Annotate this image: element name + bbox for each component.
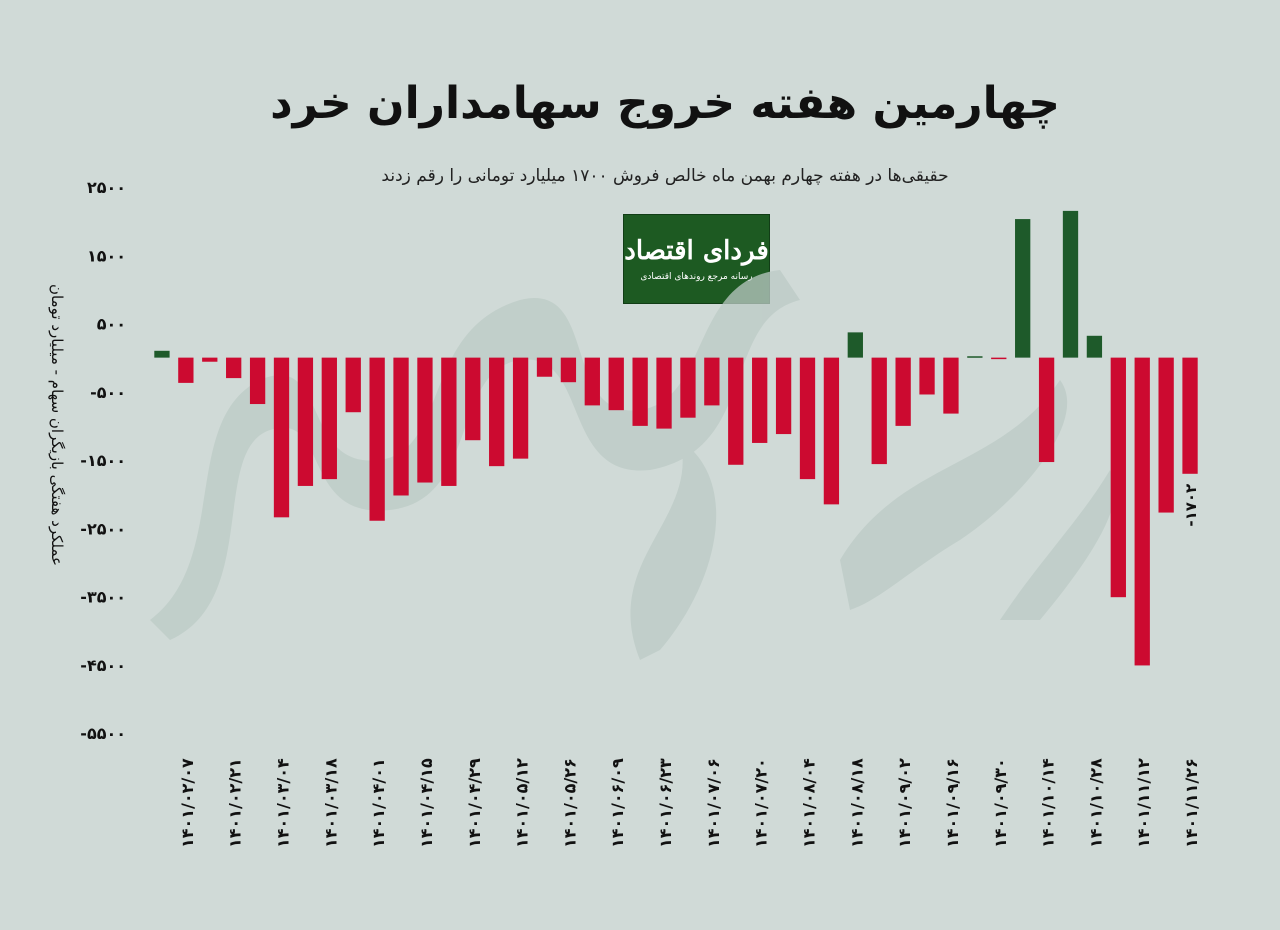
y-tick-label: -۱۵۰۰ — [80, 451, 126, 470]
bar-16 — [536, 357, 553, 377]
x-tick-label: ۱۴۰۱/۱۰/۱۴ — [1039, 758, 1058, 848]
x-tick-label: ۱۴۰۱/۰۶/۲۳ — [656, 758, 675, 848]
bar-35 — [991, 357, 1007, 360]
bar-20 — [632, 357, 648, 426]
bar-30 — [871, 357, 887, 465]
chart-title: چهارمین هفته خروج سهامداران خرد — [270, 78, 1060, 129]
bar-43 — [1182, 357, 1198, 474]
bar-12 — [441, 357, 457, 486]
x-tick-label: ۱۴۰۱/۰۵/۱۲ — [513, 758, 532, 848]
bar-4 — [249, 357, 266, 405]
bar-13 — [465, 357, 481, 441]
x-tick-label: ۱۴۰۱/۰۴/۰۱ — [369, 758, 388, 848]
x-tick-label: ۱۴۰۱/۰۹/۳۰ — [991, 758, 1010, 848]
x-tick-label: ۱۴۰۱/۱۱/۱۲ — [1134, 758, 1153, 848]
x-tick-label: ۱۴۰۱/۱۰/۲۸ — [1086, 758, 1105, 848]
x-tick-label: ۱۴۰۱/۰۳/۱۸ — [321, 758, 340, 848]
x-tick-label: ۱۴۰۱/۰۶/۰۹ — [608, 758, 627, 848]
bar-19 — [608, 357, 624, 411]
watermark-logo — [150, 270, 1116, 660]
brand-logo: فردای اقتصاد رسانه مرجع روندهای اقتصادی — [623, 214, 770, 304]
bar-11 — [417, 357, 433, 483]
x-tick-label: ۱۴۰۱/۰۸/۱۸ — [847, 758, 866, 848]
bar-18 — [584, 357, 600, 406]
x-tick-label: ۱۴۰۱/۰۲/۰۷ — [178, 758, 197, 848]
bar-37 — [1038, 357, 1055, 463]
bar-29 — [847, 332, 863, 358]
bar-15 — [512, 357, 529, 459]
y-tick-label: -۳۵۰۰ — [80, 588, 126, 607]
bar-27 — [799, 357, 816, 480]
bar-2 — [202, 357, 218, 362]
bar-41 — [1134, 357, 1150, 666]
bar-42 — [1158, 357, 1174, 513]
bar-34 — [967, 356, 983, 358]
bar-8 — [345, 357, 361, 413]
bar-26 — [775, 357, 792, 435]
y-tick-label: ۵۰۰ — [97, 315, 126, 334]
bar-22 — [680, 357, 696, 418]
x-tick-label: ۱۴۰۱/۰۴/۱۵ — [417, 758, 436, 848]
bar-40 — [1110, 357, 1126, 598]
x-tick-label: ۱۴۰۱/۱۱/۲۶ — [1182, 758, 1201, 848]
bar-23 — [704, 357, 720, 406]
y-tick-label: -۲۵۰۰ — [80, 519, 126, 538]
y-tick-label: -۵۰۰ — [90, 383, 126, 402]
bar-36 — [1015, 219, 1031, 358]
chart-subtitle: حقیقی‌ها در هفته چهارم بهمن ماه خالص فرو… — [381, 166, 949, 186]
bar-10 — [393, 357, 409, 496]
y-tick-label: ۲۵۰۰ — [87, 178, 126, 197]
bar-28 — [823, 357, 840, 505]
bar-17 — [560, 357, 577, 383]
bar-0 — [154, 350, 170, 358]
bar-7 — [321, 357, 337, 480]
y-tick-label: ۱۵۰۰ — [87, 246, 126, 265]
x-tick-label: ۱۴۰۱/۰۴/۲۹ — [465, 758, 484, 848]
y-tick-label: -۵۵۰۰ — [80, 724, 126, 743]
logo-name: فردای اقتصاد — [624, 236, 769, 266]
bar-9 — [369, 357, 385, 521]
bar-25 — [752, 357, 768, 443]
bar-6 — [297, 357, 314, 486]
x-tick-label: ۱۴۰۱/۰۹/۰۲ — [895, 758, 914, 848]
bar-38 — [1062, 210, 1079, 358]
data-label: -۱۷۰۲ — [1182, 484, 1200, 527]
bar-14 — [489, 357, 505, 467]
x-tick-label: ۱۴۰۱/۰۷/۰۶ — [704, 758, 723, 848]
x-tick-label: ۱۴۰۱/۰۳/۰۴ — [274, 758, 293, 848]
x-tick-label: ۱۴۰۱/۰۸/۰۴ — [800, 758, 819, 848]
bar-3 — [226, 357, 242, 379]
y-axis-label: عملکرد هفتگی بازیگران سهام - میلیارد توم… — [48, 284, 66, 566]
y-tick-label: -۴۵۰۰ — [80, 656, 126, 675]
x-tick-label: ۱۴۰۱/۰۷/۲۰ — [752, 758, 771, 848]
x-tick-label: ۱۴۰۱/۰۲/۲۱ — [226, 758, 245, 848]
bar-1 — [178, 357, 194, 383]
bar-31 — [895, 357, 911, 426]
bar-33 — [943, 357, 959, 414]
bar-24 — [728, 357, 744, 465]
bar-5 — [273, 357, 290, 518]
x-tick-label: ۱۴۰۱/۰۵/۲۶ — [560, 758, 579, 848]
bar-21 — [656, 357, 672, 429]
logo-tagline: رسانه مرجع روندهای اقتصادی — [640, 272, 753, 282]
bar-39 — [1086, 335, 1103, 358]
bar-32 — [919, 357, 935, 395]
x-tick-label: ۱۴۰۱/۰۹/۱۶ — [943, 758, 962, 848]
